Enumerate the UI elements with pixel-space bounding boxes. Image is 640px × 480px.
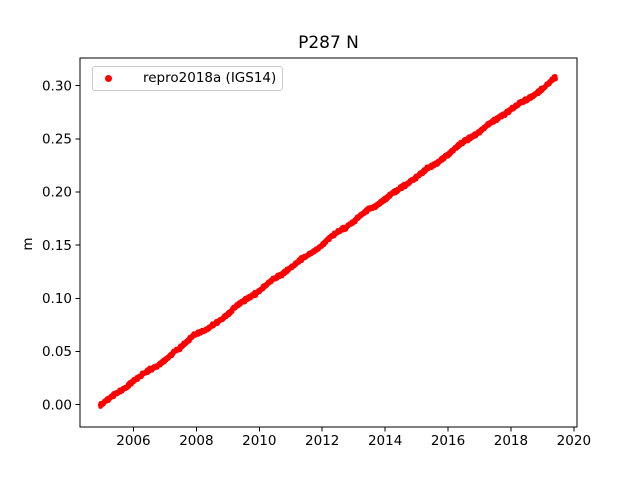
y-tick-label: 0.00	[42, 397, 72, 413]
chart-title: P287 N	[298, 33, 359, 53]
y-tick-label: 0.30	[42, 78, 72, 94]
x-tick-label: 2016	[431, 433, 465, 449]
legend-label: repro2018a (IGS14)	[143, 69, 277, 86]
x-tick-label: 2020	[557, 433, 591, 449]
x-tick-label: 2010	[242, 433, 276, 449]
y-tick-label: 0.05	[42, 344, 72, 360]
legend: repro2018a (IGS14)	[92, 66, 283, 91]
x-tick-label: 2014	[368, 433, 402, 449]
axes-spines	[79, 57, 578, 428]
x-tick-label: 2008	[179, 433, 213, 449]
y-tick-label: 0.15	[42, 238, 72, 254]
x-tick-label: 2018	[494, 433, 528, 449]
scatter-series	[97, 74, 558, 409]
legend-marker-dot	[105, 75, 112, 82]
y-tick-label: 0.20	[42, 185, 72, 201]
y-tick-label: 0.10	[42, 291, 72, 307]
x-tick-label: 2012	[305, 433, 339, 449]
y-tick-label: 0.25	[42, 132, 72, 148]
x-tick-label: 2006	[116, 433, 150, 449]
